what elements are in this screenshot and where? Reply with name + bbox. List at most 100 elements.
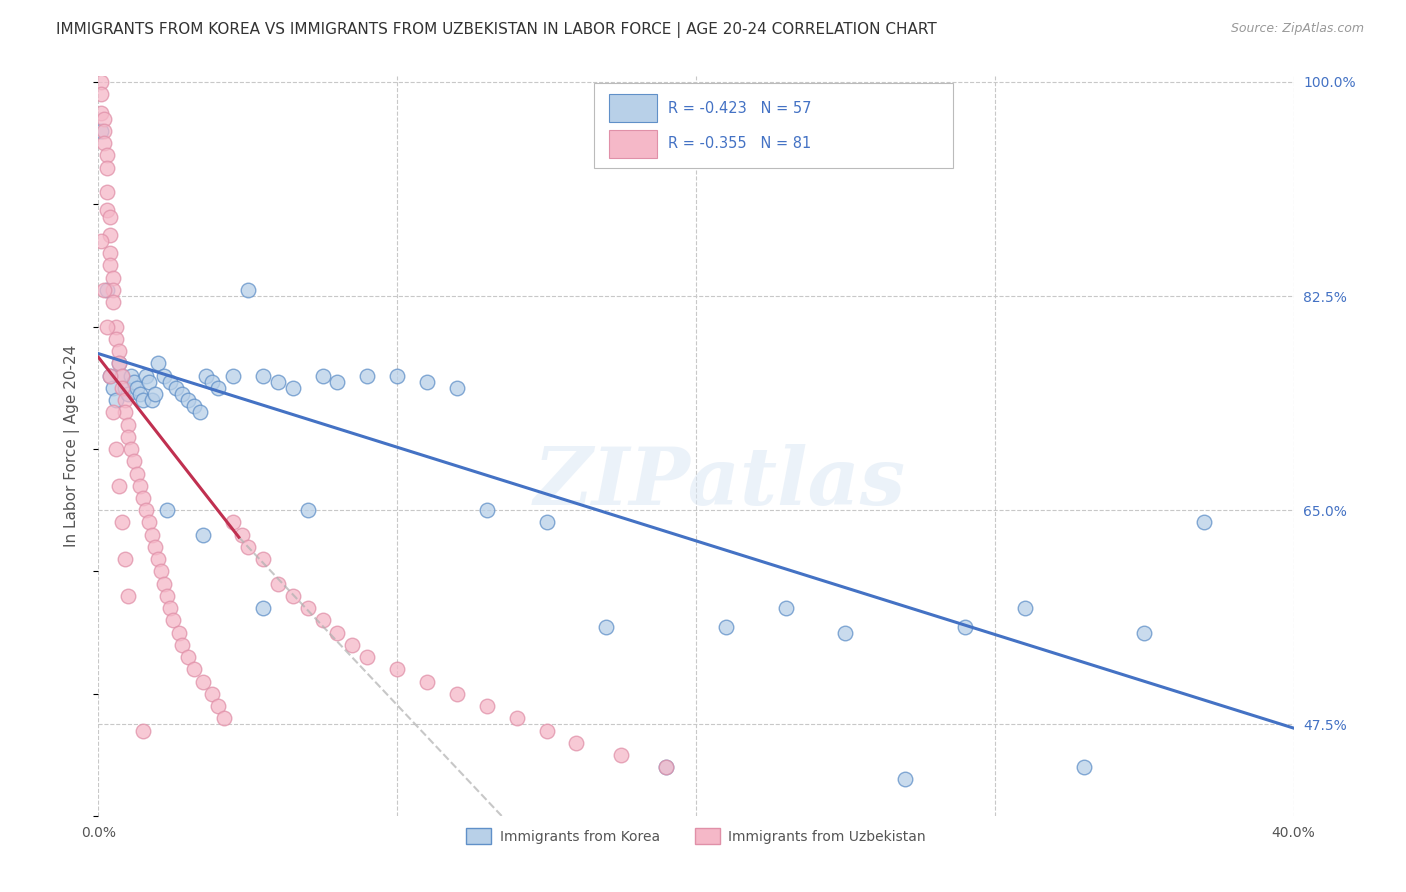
Point (98, 227, 122, 242)
Point (93, 136, 115, 150)
Point (191, 674, 214, 689)
Point (98, 368, 122, 383)
Point (105, 332, 128, 346)
Point (135, 503, 157, 517)
Point (120, 368, 142, 383)
Point (252, 601, 274, 615)
Point (148, 552, 170, 566)
Point (108, 356, 131, 370)
Y-axis label: In Labor Force | Age 20-24: In Labor Force | Age 20-24 (63, 345, 80, 547)
Point (103, 295, 125, 310)
Point (385, 662, 409, 676)
Point (127, 381, 149, 395)
Point (103, 270, 125, 285)
Point (148, 356, 170, 370)
Point (536, 723, 558, 738)
Legend: Immigrants from Korea, Immigrants from Uzbekistan: Immigrants from Korea, Immigrants from U… (461, 822, 931, 850)
Point (114, 381, 136, 395)
Point (655, 760, 678, 774)
Point (281, 589, 304, 603)
Point (475, 699, 498, 714)
Point (111, 368, 134, 383)
Point (207, 699, 229, 714)
Point (236, 540, 259, 554)
Point (172, 387, 194, 401)
Point (156, 503, 179, 517)
Point (90, 105, 112, 120)
Point (536, 516, 558, 530)
Point (162, 613, 184, 627)
Point (108, 356, 131, 370)
Point (281, 381, 304, 395)
Point (894, 772, 917, 787)
Point (231, 527, 253, 541)
Point (132, 723, 155, 738)
Point (141, 393, 163, 408)
Point (93, 283, 115, 297)
Point (165, 381, 187, 395)
Point (98, 368, 122, 383)
Point (96, 185, 118, 199)
Point (342, 638, 364, 652)
Point (111, 381, 134, 395)
Point (90, 75, 112, 89)
Point (90, 87, 112, 102)
Point (135, 368, 157, 383)
Point (201, 687, 224, 701)
Point (105, 442, 128, 456)
Point (252, 552, 274, 566)
Point (117, 430, 139, 444)
Point (595, 619, 617, 633)
Point (222, 516, 245, 530)
Point (267, 576, 290, 591)
Point (141, 527, 163, 541)
Point (356, 650, 378, 665)
Point (93, 124, 115, 138)
Point (105, 393, 128, 408)
Point (714, 619, 737, 633)
Point (159, 601, 181, 615)
Point (138, 516, 160, 530)
Point (117, 589, 139, 603)
Point (127, 467, 149, 481)
Point (252, 368, 274, 383)
Point (105, 319, 128, 334)
Point (93, 112, 115, 126)
Point (311, 368, 333, 383)
Point (120, 442, 142, 456)
Point (114, 405, 136, 419)
Text: Source: ZipAtlas.com: Source: ZipAtlas.com (1230, 22, 1364, 36)
Point (132, 491, 155, 505)
Point (1014, 601, 1036, 615)
Point (385, 368, 409, 383)
Point (143, 387, 166, 401)
Point (183, 399, 205, 413)
FancyBboxPatch shape (609, 95, 657, 122)
Point (96, 319, 118, 334)
Point (446, 381, 468, 395)
Point (90, 124, 112, 138)
Point (129, 479, 152, 493)
Point (124, 375, 146, 389)
Point (153, 368, 176, 383)
Point (103, 405, 125, 419)
Point (143, 540, 166, 554)
Point (156, 589, 179, 603)
Text: IMMIGRANTS FROM KOREA VS IMMIGRANTS FROM UZBEKISTAN IN LABOR FORCE | AGE 20-24 C: IMMIGRANTS FROM KOREA VS IMMIGRANTS FROM… (56, 22, 936, 38)
Point (96, 203, 118, 218)
Point (326, 625, 349, 640)
Point (416, 674, 439, 689)
Point (195, 368, 218, 383)
Text: R = -0.423   N = 57: R = -0.423 N = 57 (668, 101, 813, 116)
FancyBboxPatch shape (609, 130, 657, 158)
Point (326, 375, 349, 389)
Point (132, 393, 155, 408)
Text: R = -0.355   N = 81: R = -0.355 N = 81 (668, 136, 811, 152)
Point (172, 638, 194, 652)
Point (183, 662, 205, 676)
Point (98, 259, 122, 273)
Point (153, 576, 176, 591)
Point (98, 210, 122, 224)
Point (565, 736, 588, 750)
Point (775, 601, 797, 615)
